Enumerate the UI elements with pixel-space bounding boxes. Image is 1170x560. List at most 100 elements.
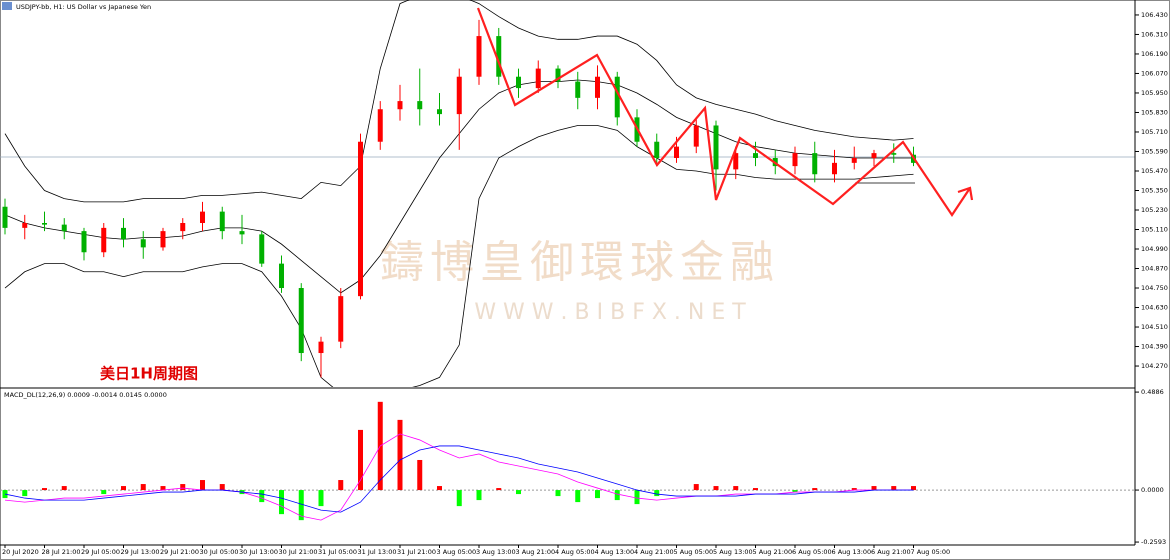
y-tick-label: 104.870	[1141, 265, 1168, 273]
candle-body	[160, 231, 166, 248]
x-tick-label: 31 Jul 05:00	[318, 548, 357, 556]
x-tick-label: 5 Aug 05:00	[674, 548, 714, 556]
y-tick-label: 105.830	[1141, 108, 1168, 116]
macd-bar	[733, 486, 739, 491]
candle-body	[200, 211, 205, 224]
x-tick-label: 4 Aug 13:00	[595, 548, 635, 556]
candle-body	[298, 288, 304, 354]
macd-bar	[121, 486, 126, 491]
y-tick-label: 104.510	[1141, 323, 1168, 331]
y-tick-label: 106.430	[1141, 11, 1168, 19]
macd-title: MACD_DL(12,26,9) 0.0009 -0.0014 0.0145 0…	[4, 391, 167, 399]
candle-body	[792, 153, 798, 167]
y-tick-label: 0.4886	[1141, 388, 1164, 396]
macd-bar	[338, 480, 344, 491]
x-tick-label: 28 Jul 21:00	[42, 548, 81, 556]
x-tick-label: 3 Aug 05:00	[437, 548, 477, 556]
macd-bar	[42, 488, 47, 491]
candle-body	[121, 227, 126, 240]
candle-body	[891, 153, 897, 155]
y-tick-label: 104.990	[1141, 245, 1168, 253]
x-tick-label: 5 Aug 13:00	[713, 548, 753, 556]
candle-body	[713, 125, 719, 170]
candle-body	[654, 141, 660, 158]
chart-title: USDJPY-bb, H1: US Dollar vs Japanese Yen	[16, 3, 151, 11]
macd-bar	[219, 484, 225, 491]
candle-body	[259, 234, 265, 264]
y-tick-label: 105.110	[1141, 226, 1168, 234]
macd-bar	[298, 490, 304, 521]
candle-body	[595, 76, 600, 98]
candle-body	[279, 263, 284, 289]
candle-body	[832, 162, 837, 175]
candle-body	[417, 101, 423, 110]
candle-body	[437, 109, 442, 115]
candle-body	[397, 101, 403, 110]
x-tick-label: 6 Aug 21:00	[871, 548, 911, 556]
chart-icon	[2, 2, 12, 10]
y-tick-label: 106.070	[1141, 69, 1168, 77]
candle-body	[496, 36, 502, 77]
candle-body	[22, 223, 28, 228]
x-tick-label: 31 Jul 21:00	[397, 548, 436, 556]
x-tick-label: 31 Jul 13:00	[358, 548, 397, 556]
y-tick-label: -0.2593	[1141, 538, 1166, 546]
macd-bar	[22, 490, 28, 497]
x-tick-label: 29 Jul 21:00	[160, 548, 199, 556]
candle-body	[674, 146, 679, 158]
macd-bar	[614, 490, 620, 501]
candle-body	[2, 206, 8, 228]
y-tick-label: 105.470	[1141, 167, 1168, 175]
candle-body	[180, 223, 186, 232]
y-tick-label: 105.950	[1141, 89, 1168, 97]
x-tick-label: 4 Aug 21:00	[634, 548, 674, 556]
candle-body	[358, 141, 363, 297]
zigzag-drawing	[476, 7, 971, 217]
candle-body	[614, 76, 620, 118]
macd-bar	[397, 419, 403, 491]
candle-body	[871, 153, 877, 158]
candle-body	[535, 68, 541, 89]
macd-bar	[555, 490, 561, 497]
candle-body	[219, 211, 225, 232]
candle-body	[516, 76, 521, 89]
x-tick-label: 30 Jul 21:00	[279, 548, 318, 556]
x-tick-label: 30 Jul 13:00	[239, 548, 278, 556]
arrow-head	[957, 186, 974, 201]
x-tick-label: 5 Aug 21:00	[753, 548, 793, 556]
candle-body	[555, 68, 561, 82]
macd-bar	[753, 488, 758, 491]
candle-body	[753, 153, 758, 158]
macd-bar	[61, 486, 67, 491]
watermark-url: W W W . B I B F X . N E T	[474, 300, 746, 325]
x-tick-label: 3 Aug 21:00	[516, 548, 556, 556]
chart-annotation: 美日1H周期图	[100, 365, 198, 383]
macd-bar	[516, 490, 521, 495]
macd-bar	[575, 490, 581, 503]
candle-body	[693, 125, 699, 147]
candle-body	[239, 231, 245, 235]
macd-bar	[713, 486, 719, 491]
x-tick-label: 3 Aug 13:00	[476, 548, 516, 556]
candle-body	[812, 153, 818, 175]
macd-bar	[358, 429, 363, 491]
candle-body	[377, 109, 383, 142]
y-tick-label: 105.230	[1141, 206, 1168, 214]
x-tick-label: 20 Jul 2020	[2, 548, 39, 556]
x-tick-label: 6 Aug 13:00	[832, 548, 872, 556]
candle-body	[61, 224, 67, 232]
candle-body	[81, 231, 87, 253]
macd-bar	[101, 490, 107, 495]
macd-bar	[279, 490, 284, 515]
x-tick-label: 4 Aug 05:00	[555, 548, 595, 556]
macd-bar	[851, 488, 857, 491]
candle-body	[733, 153, 739, 170]
macd-bar	[417, 459, 423, 491]
x-tick-label: 7 Aug 05:00	[911, 548, 951, 556]
candle-body	[476, 36, 482, 77]
x-tick-label: 30 Jul 05:00	[200, 548, 239, 556]
macd-bar	[160, 486, 166, 491]
macd-bar	[456, 490, 462, 507]
watermark: 鑄博皇御環球金融	[380, 237, 780, 288]
